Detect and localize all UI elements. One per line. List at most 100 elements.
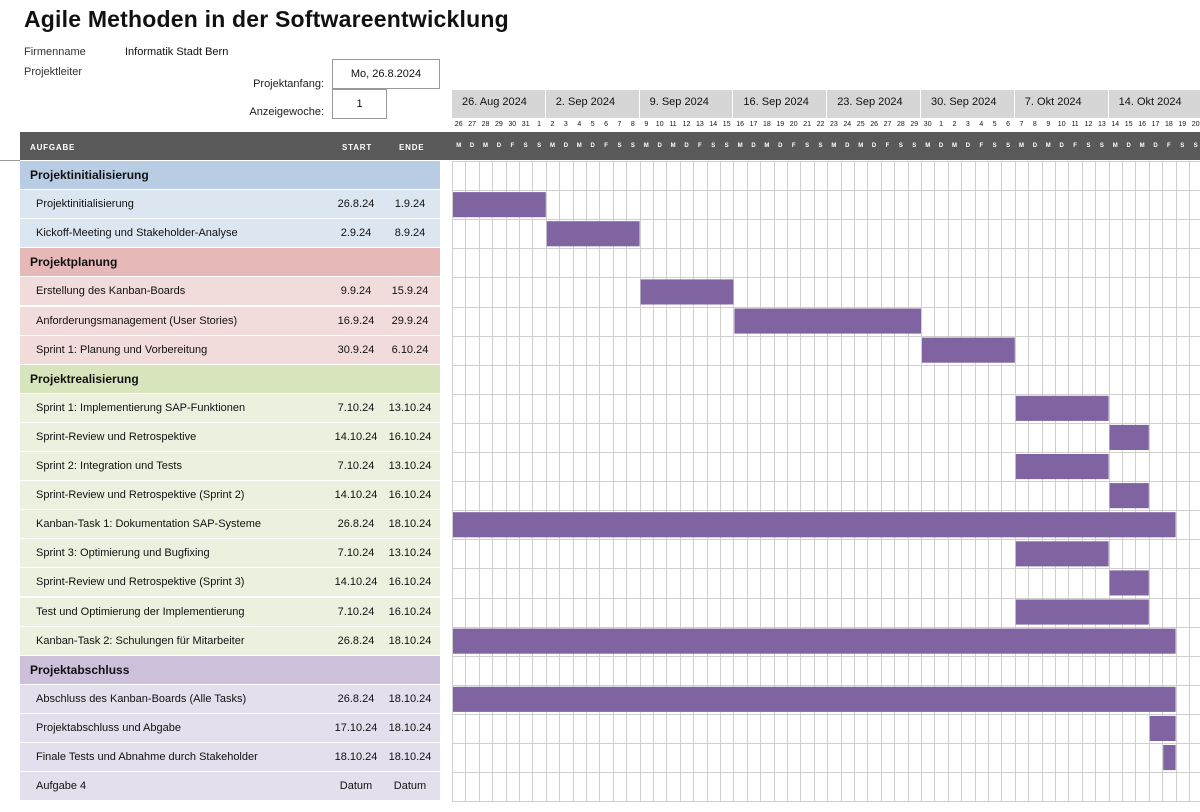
gantt-bar[interactable] bbox=[1163, 745, 1176, 771]
weekday-letter: S bbox=[1086, 143, 1091, 149]
task-row[interactable]: Sprint 1: Planung und Vorbereitung 30.9.2… bbox=[20, 335, 440, 365]
task-row[interactable]: Projektinitialisierung 26.8.24 1.9.24 bbox=[20, 190, 440, 220]
day-number: 13 bbox=[1095, 118, 1109, 132]
task-start-date: 26.8.24 bbox=[337, 634, 375, 647]
day-number: 22 bbox=[813, 118, 828, 132]
task-row[interactable]: Kickoff-Meeting und Stakeholder-Analyse 2… bbox=[20, 219, 440, 249]
weekday-letter: D bbox=[965, 143, 971, 149]
weekday-letter: F bbox=[885, 143, 890, 149]
task-row[interactable]: Sprint 3: Optimierung und Bugfixing 7.10.… bbox=[20, 539, 440, 569]
gantt-bar[interactable] bbox=[453, 628, 1176, 654]
project-start-field[interactable]: Mo, 26.8.2024 bbox=[332, 59, 440, 89]
day-number: 4 bbox=[974, 118, 988, 132]
task-start-date: Datum bbox=[339, 780, 373, 793]
weekday-letter: S bbox=[898, 143, 903, 149]
task-end-date: 16.10.24 bbox=[388, 576, 432, 589]
task-row[interactable]: Sprint-Review und Retrospektive (Sprint … bbox=[20, 481, 440, 511]
task-name: Finale Tests und Abnahme durch Stakehold… bbox=[36, 751, 258, 763]
task-row[interactable]: Projektabschluss und Abgabe 17.10.24 18.10… bbox=[20, 713, 440, 743]
weekday-letter: S bbox=[724, 143, 729, 149]
day-number: 27 bbox=[465, 118, 479, 132]
task-name: Test und Optimierung der Implementierung bbox=[36, 605, 245, 618]
day-number: 13 bbox=[693, 118, 707, 132]
weekday-letter: S bbox=[805, 143, 810, 149]
day-number: 12 bbox=[1081, 118, 1096, 132]
gantt-bar[interactable] bbox=[1109, 483, 1149, 509]
page-title: Agile Methoden in der Softwareentwicklun… bbox=[24, 6, 509, 32]
day-number: 10 bbox=[1055, 118, 1069, 132]
week-header: 23. Sep 2024 bbox=[827, 90, 921, 118]
gantt-bar[interactable] bbox=[453, 686, 1176, 712]
weekday-letter: D bbox=[778, 143, 783, 149]
day-number: 16 bbox=[1135, 118, 1149, 132]
task-row[interactable]: Kanban-Task 1: Dokumentation SAP-Systeme… bbox=[20, 510, 440, 540]
gantt-bar[interactable] bbox=[1109, 570, 1149, 596]
day-number: 8 bbox=[626, 118, 640, 132]
gantt-bar[interactable] bbox=[1015, 395, 1109, 421]
task-row[interactable]: Anforderungsmanagement (User Stories) 16.… bbox=[20, 306, 440, 336]
weekday-letter: F bbox=[1073, 143, 1077, 149]
phase-row[interactable]: Projektplanung bbox=[20, 248, 440, 278]
weekday-letter: S bbox=[1006, 143, 1011, 149]
day-number: 24 bbox=[840, 118, 854, 132]
task-start-date: 18.10.24 bbox=[334, 751, 378, 763]
gantt-bar[interactable] bbox=[1015, 599, 1149, 625]
task-end-date: 16.10.24 bbox=[388, 430, 432, 443]
task-row[interactable]: Sprint 1: Implementierung SAP-Funktionen… bbox=[20, 393, 440, 423]
task-row[interactable]: Abschluss des Kanban-Boards (Alle Tasks)… bbox=[20, 684, 440, 714]
gantt-bar[interactable] bbox=[922, 337, 1015, 363]
day-number: 7 bbox=[612, 118, 627, 132]
gantt-bar[interactable] bbox=[453, 512, 1176, 538]
task-row[interactable]: Sprint-Review und Retrospektive 14.10.24 1… bbox=[20, 422, 440, 452]
phase-row[interactable]: Projektinitialisierung bbox=[20, 161, 440, 191]
weekday-letter: M bbox=[670, 143, 676, 149]
day-number: 3 bbox=[559, 118, 573, 132]
day-number: 5 bbox=[586, 118, 600, 132]
task-name: Anforderungsmanagement (User Stories) bbox=[36, 314, 238, 327]
company-value[interactable]: Informatik Stadt Bern bbox=[125, 46, 229, 58]
task-row[interactable]: Finale Tests und Abnahme durch Stakehold… bbox=[20, 743, 440, 773]
day-number: 23 bbox=[827, 118, 841, 132]
weekday-letter: M bbox=[576, 143, 582, 149]
day-number: 18 bbox=[760, 118, 774, 132]
day-number: 3 bbox=[961, 118, 975, 132]
day-number: 30 bbox=[921, 118, 935, 132]
week-header: 14. Okt 2024 bbox=[1108, 90, 1200, 118]
task-row[interactable]: Aufgabe 4 Datum Datum bbox=[20, 772, 440, 802]
gantt-bar[interactable] bbox=[640, 279, 734, 305]
day-number: 28 bbox=[478, 118, 493, 132]
task-end-date: 18.10.24 bbox=[388, 518, 432, 531]
task-start-date: 30.9.24 bbox=[337, 343, 375, 356]
gantt-bar[interactable] bbox=[546, 221, 640, 247]
gantt-bar[interactable] bbox=[1015, 454, 1109, 480]
weekday-letter: S bbox=[1099, 143, 1104, 149]
task-start-date: 17.10.24 bbox=[334, 721, 378, 734]
weekday-letter: F bbox=[698, 143, 702, 149]
task-row[interactable]: Erstellung des Kanban-Boards 9.9.24 15.9.2… bbox=[20, 277, 440, 307]
gantt-bar[interactable] bbox=[1149, 715, 1176, 741]
weekday-letter: M bbox=[483, 143, 488, 149]
week-header: 26. Aug 2024 bbox=[452, 90, 546, 118]
gantt-bar[interactable] bbox=[453, 192, 546, 218]
gantt-bar[interactable] bbox=[734, 308, 921, 334]
phase-row[interactable]: Projektrealisierung bbox=[20, 364, 440, 394]
task-end-date: 8.9.24 bbox=[394, 227, 426, 240]
task-row[interactable]: Sprint-Review und Retrospektive (Sprint … bbox=[20, 568, 440, 598]
task-row[interactable]: Sprint 2: Integration und Tests 7.10.24 13… bbox=[20, 452, 440, 482]
gantt-bar[interactable] bbox=[1109, 424, 1149, 450]
task-name: Aufgabe 4 bbox=[36, 780, 87, 793]
display-week-field[interactable]: 1 bbox=[332, 89, 387, 119]
weekday-letter: D bbox=[469, 143, 475, 149]
week-header: 7. Okt 2024 bbox=[1014, 90, 1109, 118]
task-row[interactable]: Test und Optimierung der Implementierung… bbox=[20, 597, 440, 627]
weekday-letter: S bbox=[1180, 143, 1185, 149]
task-end-date: 29.9.24 bbox=[391, 314, 429, 327]
day-number: 19 bbox=[1175, 118, 1189, 132]
weekday-letter: S bbox=[523, 143, 528, 149]
weekday-letter: F bbox=[1167, 143, 1171, 149]
gantt-bar[interactable] bbox=[1015, 541, 1109, 567]
week-header: 9. Sep 2024 bbox=[639, 90, 734, 118]
phase-row[interactable]: Projektabschluss bbox=[20, 655, 440, 685]
column-header-task: AUFGABE bbox=[30, 143, 76, 152]
task-row[interactable]: Kanban-Task 2: Schulungen für Mitarbeite… bbox=[20, 626, 440, 656]
